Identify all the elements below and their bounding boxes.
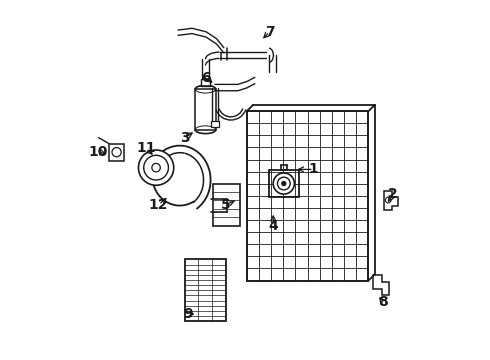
Text: 6: 6 bbox=[201, 71, 211, 85]
Text: 12: 12 bbox=[149, 198, 168, 212]
Text: 8: 8 bbox=[378, 295, 388, 309]
Bar bbox=[185, 259, 225, 321]
Text: 3: 3 bbox=[180, 131, 190, 145]
Polygon shape bbox=[373, 275, 389, 294]
Bar bbox=[195, 89, 216, 130]
Circle shape bbox=[112, 148, 121, 157]
Text: 10: 10 bbox=[89, 145, 108, 159]
Text: 11: 11 bbox=[137, 141, 156, 155]
Bar bbox=[213, 184, 240, 226]
Circle shape bbox=[152, 163, 160, 172]
Bar bbox=[247, 111, 368, 280]
Bar bbox=[201, 78, 210, 86]
Text: 1: 1 bbox=[309, 162, 318, 176]
Circle shape bbox=[277, 177, 290, 190]
Text: 5: 5 bbox=[220, 198, 230, 212]
Text: 2: 2 bbox=[388, 187, 398, 201]
Bar bbox=[269, 170, 298, 197]
Text: 9: 9 bbox=[184, 307, 194, 321]
Bar bbox=[211, 121, 219, 127]
Bar bbox=[109, 144, 124, 161]
Circle shape bbox=[144, 155, 169, 180]
Text: 7: 7 bbox=[265, 25, 274, 39]
Circle shape bbox=[139, 150, 174, 185]
Circle shape bbox=[282, 181, 286, 186]
Circle shape bbox=[273, 173, 294, 194]
Polygon shape bbox=[384, 190, 398, 210]
Text: 4: 4 bbox=[269, 219, 278, 233]
